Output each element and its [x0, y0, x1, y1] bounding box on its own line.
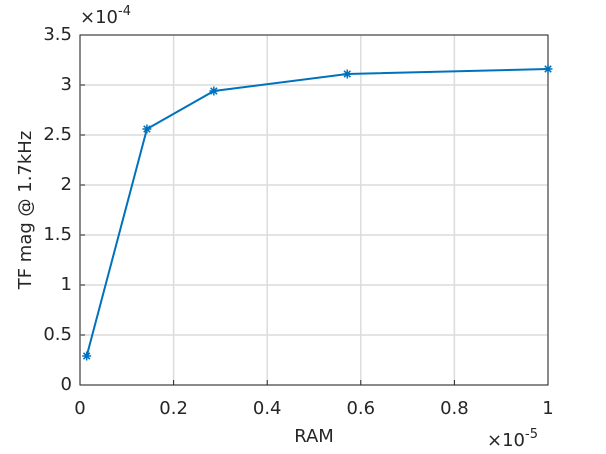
x-multiplier-exponent: -5	[525, 427, 538, 442]
x-tick-label: 0.8	[440, 398, 469, 419]
marker	[209, 86, 219, 96]
y-multiplier-exponent: -4	[118, 4, 131, 19]
y-tick-label: 2.5	[43, 124, 72, 145]
y-multiplier: ×10-4	[80, 4, 131, 29]
marker	[342, 69, 352, 79]
x-multiplier: ×10-5	[487, 427, 538, 452]
y-tick-label: 3.5	[43, 24, 72, 45]
x-tick-label: 0.2	[159, 398, 188, 419]
y-tick-label: 1.5	[43, 224, 72, 245]
y-tick-label: 0	[61, 374, 72, 395]
y-axis-label: TF mag @ 1.7kHz	[15, 131, 36, 291]
y-tick-label: 1	[61, 274, 72, 295]
marker	[142, 124, 152, 134]
x-multiplier-base: ×10	[487, 430, 525, 451]
plot-area	[80, 35, 548, 385]
x-tick-label: 0.6	[346, 398, 375, 419]
marker	[82, 351, 92, 361]
y-tick-label: 3	[61, 74, 72, 95]
axes-box	[79, 34, 549, 386]
y-multiplier-base: ×10	[80, 7, 118, 28]
x-tick-label: 0.4	[253, 398, 282, 419]
marker	[543, 64, 553, 74]
x-tick-label: 0	[74, 398, 85, 419]
y-tick-label: 2	[61, 174, 72, 195]
x-axis-label: RAM	[294, 426, 334, 447]
y-tick-label: 0.5	[43, 324, 72, 345]
x-tick-label: 1	[542, 398, 553, 419]
